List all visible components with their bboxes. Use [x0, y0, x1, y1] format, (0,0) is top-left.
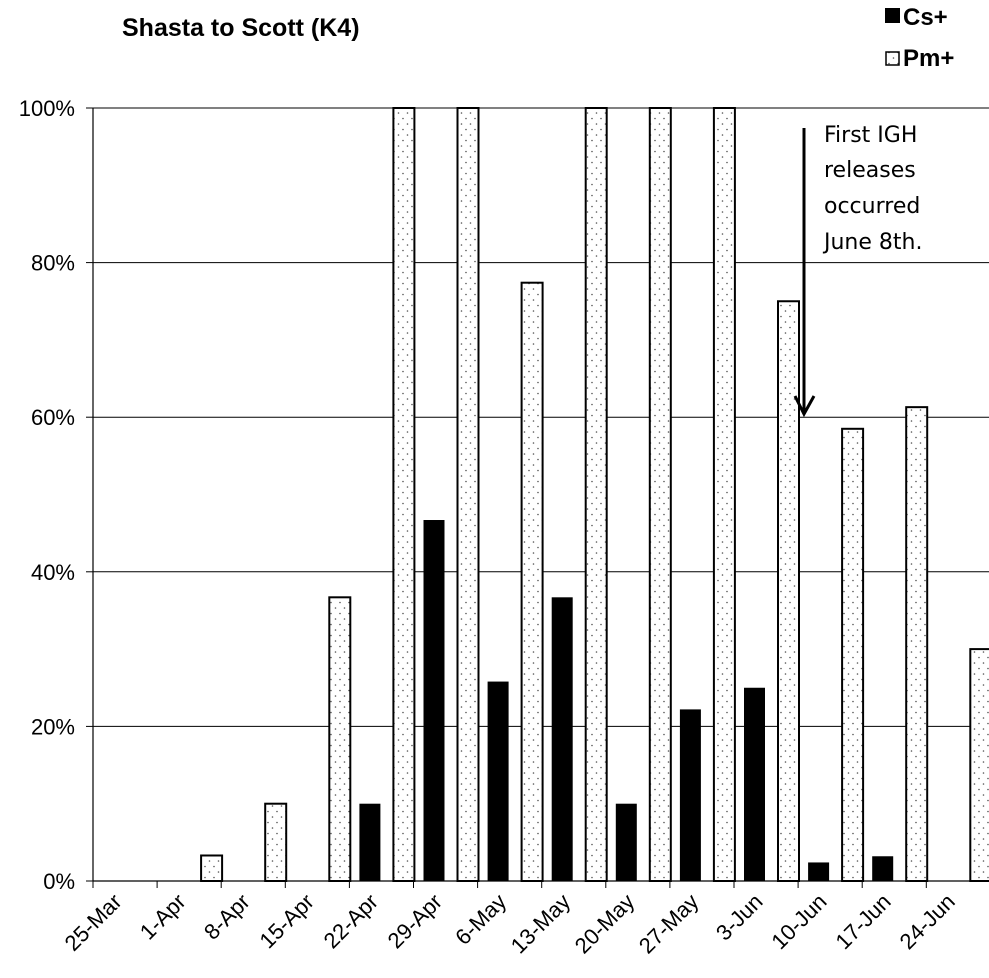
bar-pm-6-May: [520, 281, 544, 882]
x-tick-label: 15-Apr: [254, 889, 318, 953]
bar-cs-27-May: [679, 709, 701, 881]
bar-pm-17-Jun: [905, 406, 929, 882]
chart-title: Shasta to Scott (K4): [122, 14, 360, 42]
x-tick-label: 17-Jun: [830, 889, 895, 954]
bars: [200, 107, 989, 883]
legend-label-pm: Pm+: [903, 45, 954, 72]
bar-pm-3-Jun: [777, 300, 800, 882]
bar-pm-15-Apr: [328, 596, 352, 883]
bar-pm-8-Apr: [264, 802, 288, 883]
bar-cs-3-Jun: [744, 687, 765, 881]
bar-cs-22-Apr: [359, 803, 381, 881]
annotation: First IGH releases occurred June 8th.: [793, 123, 922, 418]
y-axis: 0% 20% 40% 60% 80% 100%: [19, 96, 94, 894]
annotation-arrow-head: [793, 395, 816, 418]
x-tick-label: 10-Jun: [766, 889, 831, 954]
legend: Cs+ Pm+: [885, 4, 954, 72]
x-tick-label: 20-May: [570, 889, 640, 959]
legend-label-cs: Cs+: [903, 4, 948, 31]
bar-cs-6-May: [487, 681, 509, 881]
x-tick-label: 27-May: [634, 889, 704, 959]
y-tick-label: 0%: [43, 869, 75, 894]
y-tick-label: 80%: [31, 251, 75, 276]
annotation-line-1: First IGH: [824, 123, 917, 148]
bar-pm-20-May: [648, 107, 672, 882]
y-tick-label: 100%: [19, 96, 75, 121]
x-axis: 25-Mar 1-Apr 8-Apr 15-Apr 22-Apr 29-Apr 6-May1…: [60, 880, 989, 959]
bar-pm-29-Apr: [456, 107, 480, 882]
x-tick-label: 3-Jun: [711, 889, 768, 946]
bar-cs-20-May: [615, 803, 637, 881]
bar-cs-17-Jun: [872, 856, 894, 881]
annotation-line-3: occurred: [824, 194, 920, 219]
annotation-line-2: releases: [824, 158, 916, 183]
bar-pm-10-Jun: [841, 427, 865, 882]
bar-pm-13-May: [584, 107, 608, 882]
y-tick-label: 60%: [31, 405, 75, 430]
bar-pm-24-Jun: [969, 648, 989, 882]
x-tick-label: 6-May: [450, 889, 511, 950]
x-tick-label: 25-Mar: [60, 889, 127, 956]
bar-cs-29-Apr: [423, 520, 445, 881]
legend-swatch-pm: [885, 51, 900, 66]
x-tick-label: 24-Jun: [895, 889, 960, 954]
x-tick-label: 22-Apr: [319, 889, 383, 953]
bar-cs-10-Jun: [808, 862, 830, 881]
y-tick-label: 20%: [31, 714, 75, 739]
x-tick-label: 29-Apr: [383, 889, 447, 953]
x-tick-label: 8-Apr: [199, 889, 255, 945]
annotation-line-4: June 8th.: [822, 230, 922, 255]
y-tick-label: 40%: [31, 560, 75, 585]
bar-pm-27-May: [712, 107, 736, 882]
legend-swatch-cs: [885, 8, 900, 23]
bar-pm-1-Apr: [200, 854, 224, 883]
bar-pm-22-Apr: [392, 107, 416, 882]
x-tick-label: 1-Apr: [135, 889, 191, 945]
x-tick-label: 13-May: [506, 889, 576, 959]
bar-cs-13-May: [551, 597, 573, 881]
